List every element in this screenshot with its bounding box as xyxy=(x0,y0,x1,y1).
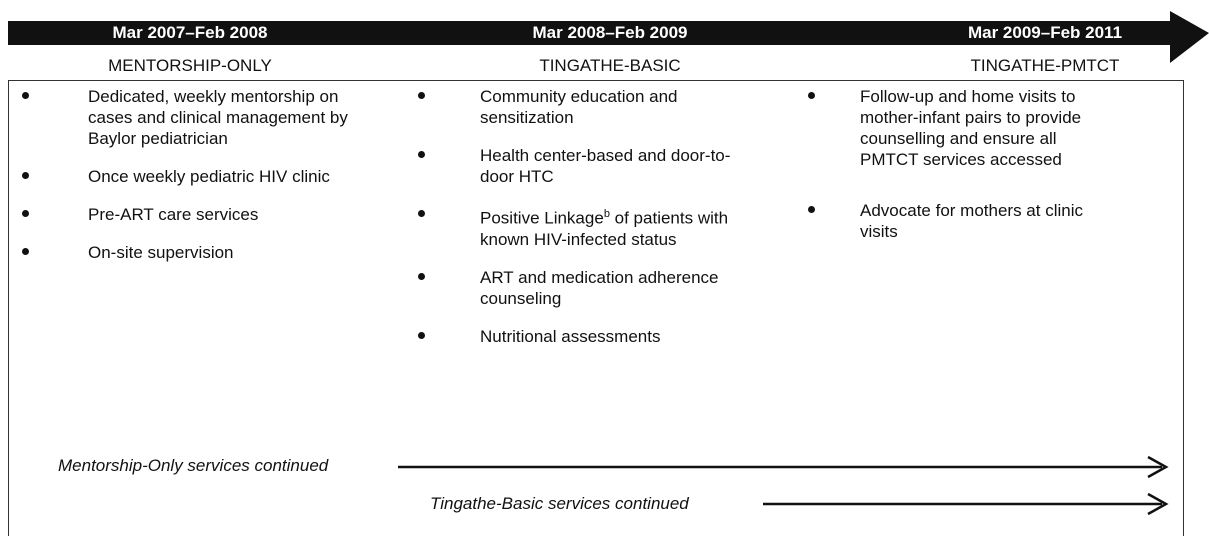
bullet-list: Dedicated, weekly mentorship on cases an… xyxy=(22,86,353,280)
bullet xyxy=(418,151,425,158)
bullet xyxy=(418,210,425,217)
continued-label: Mentorship-Only services continued xyxy=(58,456,329,475)
bullet xyxy=(418,331,425,339)
bullet-item: Nutritional assessments xyxy=(418,326,745,347)
bullet-item: Dedicated, weekly mentorship on cases an… xyxy=(22,86,353,149)
bullet-item: Health center-based and door-to-door HTC xyxy=(418,145,745,187)
bullet xyxy=(22,248,29,255)
bullet-item: Pre-ART care services xyxy=(22,204,353,225)
bullet xyxy=(808,206,815,213)
item-text: On-site supervision xyxy=(88,243,234,262)
period-label: Mar 2009–Feb 2011 xyxy=(967,23,1123,42)
bullet xyxy=(22,210,29,217)
bullet xyxy=(808,92,815,99)
bullet-item: Follow-up and home visits to mother-infa… xyxy=(808,86,1100,170)
bullet xyxy=(418,92,425,99)
bullet-list: Community education and sensitization Hea… xyxy=(418,86,745,364)
content-box xyxy=(8,80,1184,536)
continued-arrowhead xyxy=(1147,492,1169,516)
item-text: ART and medication adherence counseling xyxy=(480,267,719,308)
item-text: Positive Linkage xyxy=(480,208,604,228)
bullet-item: Advocate for mothers at clinic visits xyxy=(808,200,1100,242)
item-text: Dedicated, weekly mentorship on cases an… xyxy=(88,87,348,148)
phase-name: TINGATHE-PMTCT xyxy=(970,56,1120,75)
period-label: Mar 2008–Feb 2009 xyxy=(532,23,688,42)
bullet-list: Follow-up and home visits to mother-infa… xyxy=(808,86,1100,259)
bullet xyxy=(22,172,29,179)
bullet-item: Positive Linkageb of patients with known… xyxy=(418,204,745,250)
bullet-item: ART and medication adherence counseling xyxy=(418,267,745,309)
item-text: Nutritional assessments xyxy=(480,326,661,346)
item-text: Follow-up and home visits to mother-infa… xyxy=(860,87,1082,169)
timeline-arrow xyxy=(8,11,1209,63)
continued-arrowhead xyxy=(1147,455,1169,479)
item-text: of patients with known HIV-infected stat… xyxy=(480,208,729,249)
superscript: b xyxy=(603,208,610,220)
phase-name: MENTORSHIP-ONLY xyxy=(108,56,272,75)
item-text: Once weekly pediatric HIV clinic xyxy=(88,167,330,186)
item-text: Pre-ART care services xyxy=(88,205,259,224)
bullet xyxy=(418,272,425,280)
continued-label: Tingathe-Basic services continued xyxy=(430,494,689,513)
item-text: Advocate for mothers at clinic visits xyxy=(860,201,1083,241)
bullet-item: Community education and sensitization xyxy=(418,86,745,128)
bullet-item: Once weekly pediatric HIV clinic xyxy=(22,166,353,187)
phase-name: TINGATHE-BASIC xyxy=(539,56,681,75)
bullet xyxy=(22,92,29,99)
item-text: Community education and sensitization xyxy=(480,87,678,127)
item-text: Health center-based and door-to-door HTC xyxy=(480,146,731,186)
period-label: Mar 2007–Feb 2008 xyxy=(112,23,268,42)
bullet-item: On-site supervision xyxy=(22,242,353,263)
